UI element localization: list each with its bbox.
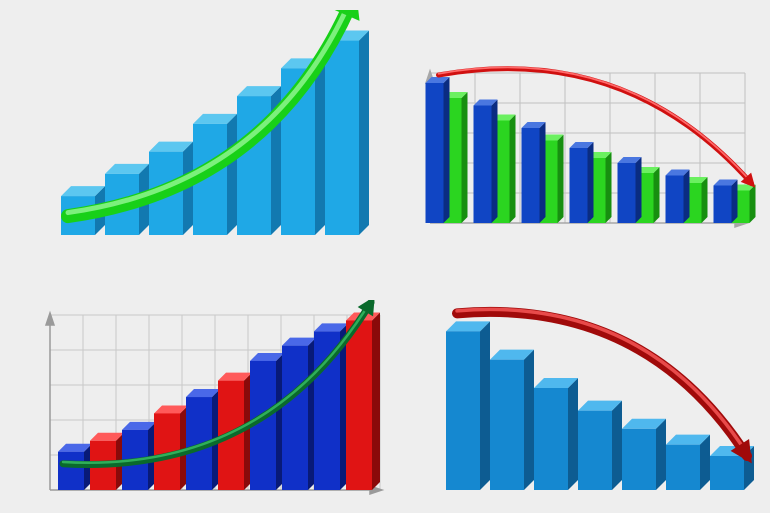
chart-grid (0, 0, 770, 513)
bar (622, 419, 666, 490)
bar (578, 401, 622, 490)
bar (490, 350, 534, 490)
bar (325, 31, 369, 235)
bar (426, 77, 450, 223)
bar (522, 122, 546, 223)
chart-bottom-left-growth-alternating (15, 300, 395, 500)
bar (446, 321, 490, 490)
bottom-left-svg (15, 300, 395, 500)
bar (282, 338, 316, 490)
bar (534, 378, 578, 490)
bar (714, 180, 738, 224)
bar (346, 312, 380, 490)
bottom-right-svg (420, 305, 760, 500)
top-right-svg (400, 55, 760, 230)
bar (666, 435, 710, 490)
chart-bottom-right-decline (420, 305, 760, 500)
bar (618, 157, 642, 223)
bar (154, 405, 188, 490)
bar (666, 170, 690, 224)
chart-top-right-decline-grouped (400, 55, 760, 230)
top-left-svg (15, 10, 385, 245)
bar (570, 142, 594, 223)
bar (474, 100, 498, 224)
chart-top-left-growth (15, 10, 385, 245)
